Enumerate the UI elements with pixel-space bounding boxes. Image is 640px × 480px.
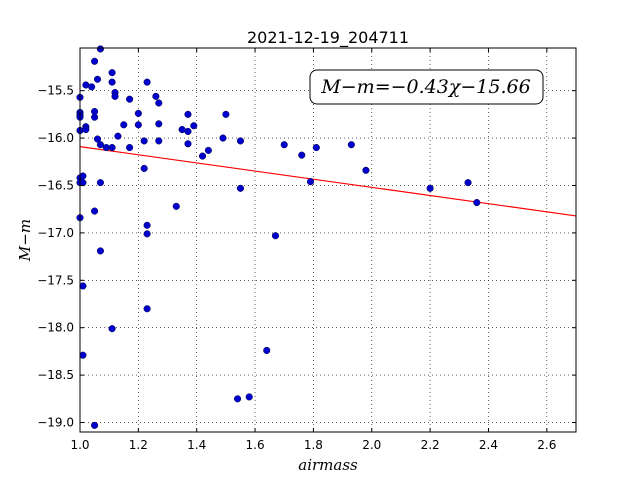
data-point [120,121,128,129]
data-point [91,421,99,429]
y-tick-label: −17.0 [37,226,74,240]
data-point [93,135,102,143]
data-point [114,132,122,140]
x-axis-label: airmass [298,456,358,474]
data-point [222,110,230,118]
data-point [143,230,151,238]
data-point [280,141,288,149]
data-point [79,172,87,180]
data-point [96,141,104,149]
fit-line [79,146,577,217]
data-point [91,207,99,215]
data-point [312,144,320,152]
y-tick-label: −16.5 [37,178,74,192]
x-tick-labels: 1.0 1.2 1.4 1.6 1.8 2.0 2.2 2.4 2.6 [70,438,556,452]
data-point [236,137,245,145]
y-tick-label: −15.5 [37,84,74,98]
data-point [108,69,116,77]
data-point [140,164,148,172]
data-point [111,92,119,100]
axis-ticks [79,48,576,432]
data-point [184,127,192,135]
data-point [362,166,370,174]
y-axis-label: M−m [16,219,34,262]
data-point [88,83,96,91]
x-tick-label: 1.8 [304,438,323,452]
data-point [96,45,104,53]
x-tick-label: 2.2 [421,438,440,452]
data-point [93,75,102,83]
data-point [79,282,87,290]
data-point [190,122,198,130]
y-tick-label: −18.5 [37,368,74,382]
y-tick-label: −18.0 [37,321,74,335]
data-point [155,137,163,145]
data-point [236,184,245,192]
y-tick-label: −19.0 [37,416,74,430]
data-point [91,113,99,121]
y-tick-labels: −15.5 −16.0 −16.5 −17.0 −17.5 −18.0 −18.5 −19.0 [37,84,74,430]
data-point [155,120,163,128]
annotation-box [309,69,544,105]
data-point [464,179,472,187]
data-point [108,144,116,152]
data-point [79,179,87,187]
data-point [219,134,227,142]
x-tick-label: 1.6 [246,438,265,452]
plot-frame [79,47,577,433]
data-point [204,146,212,154]
y-tick-label: −16.0 [37,131,74,145]
data-point [143,221,151,229]
data-point [134,121,142,129]
annotation-text: M−m=−0.43χ−15.66 [320,76,530,98]
x-tick-label: 2.4 [479,438,498,452]
data-point [96,179,104,187]
data-point [79,351,87,359]
data-point [271,232,280,240]
data-point [184,140,192,148]
x-tick-label: 1.2 [129,438,148,452]
data-point [347,141,355,149]
x-tick-label: 2.0 [362,438,381,452]
data-point [155,99,163,107]
grid-lines [79,48,576,432]
data-point [198,152,207,160]
data-point [108,325,116,333]
data-point [234,395,242,403]
data-point [298,151,306,159]
data-point [263,346,271,355]
data-point [245,393,253,401]
chart-title: 2021-12-19_204711 [247,28,409,48]
data-point [473,198,481,207]
data-points [76,45,481,429]
data-point [108,78,116,86]
fit-line-layer [79,146,577,217]
data-point [96,247,104,255]
data-point [184,110,192,118]
data-point [426,184,434,192]
data-point [126,144,134,152]
fit-annotation: M−m=−0.43χ−15.66 [309,69,544,105]
data-point [143,305,151,313]
y-tick-label: −17.5 [37,273,74,287]
data-point [152,92,160,100]
data-point [140,137,148,145]
data-point [134,109,142,117]
data-point [126,95,134,103]
x-tick-label: 2.6 [537,438,556,452]
data-point [91,57,99,65]
data-point [306,178,315,186]
data-point [172,202,180,210]
x-tick-label: 1.4 [187,438,206,452]
x-tick-label: 1.0 [70,438,89,452]
data-point [82,125,90,134]
data-point [143,78,151,86]
